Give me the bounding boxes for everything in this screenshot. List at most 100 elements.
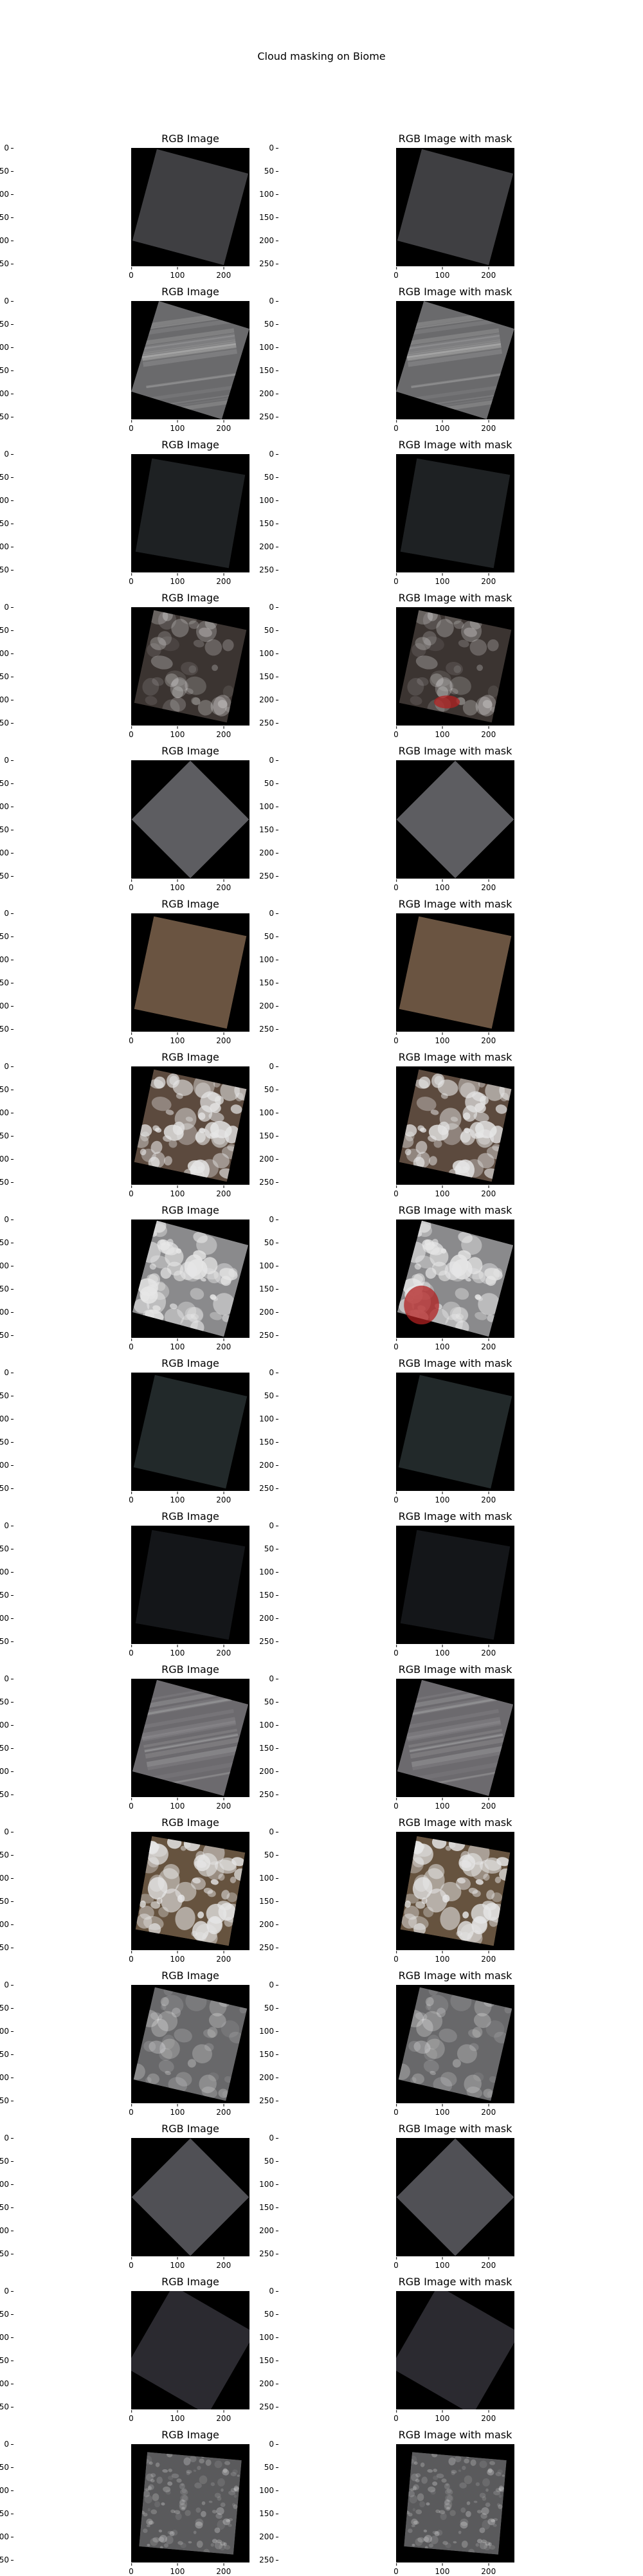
cloud-blob bbox=[423, 2536, 430, 2543]
masked-satellite-image bbox=[396, 913, 514, 1032]
y-tick-label: 100 bbox=[0, 1721, 14, 1729]
cloud-blob bbox=[441, 2478, 447, 2483]
cloud-blob bbox=[487, 2468, 493, 2473]
cloud-blob bbox=[197, 1105, 213, 1122]
y-tick-label: 150 bbox=[259, 1131, 278, 1140]
cloud-streak bbox=[138, 1695, 232, 1717]
x-tick-label: 0 bbox=[394, 1492, 399, 1504]
cloud-blob bbox=[430, 2490, 436, 2495]
x-tick-label: 0 bbox=[129, 1338, 134, 1351]
cloud-blob bbox=[159, 2535, 168, 2543]
scene-footprint bbox=[396, 760, 514, 879]
scene-footprint bbox=[396, 2138, 514, 2256]
x-tick-label: 200 bbox=[216, 2104, 231, 2117]
cloud-blob bbox=[203, 1888, 213, 1894]
cloud-blob bbox=[455, 1877, 471, 1890]
masked-satellite-image bbox=[396, 1526, 514, 1644]
x-tick-label: 200 bbox=[216, 1798, 231, 1811]
y-tick-label: 0 bbox=[269, 603, 278, 612]
cloud-blob bbox=[160, 2004, 167, 2011]
cloud-blob bbox=[188, 2541, 192, 2544]
x-tick-label: 0 bbox=[394, 1798, 399, 1811]
masked-satellite-image bbox=[396, 1066, 514, 1185]
cloud-blob bbox=[161, 1995, 184, 2014]
cloud-blob bbox=[175, 1906, 195, 1930]
x-tick-label: 100 bbox=[170, 1185, 185, 1198]
cloud-blob bbox=[423, 2529, 428, 2533]
cloud-mask-overlay bbox=[433, 695, 460, 709]
y-tick-label: 100 bbox=[259, 955, 278, 964]
y-tick-label: 0 bbox=[269, 1827, 278, 1836]
cloud-blob bbox=[425, 2004, 431, 2011]
y-tick-label: 50 bbox=[264, 166, 279, 176]
cloud-blob bbox=[466, 2087, 482, 2098]
y-tick-label: 0 bbox=[269, 1368, 278, 1377]
cloud-blob bbox=[222, 685, 234, 698]
cloud-blob bbox=[210, 1879, 219, 1885]
cloud-blob bbox=[412, 2486, 417, 2490]
y-tick-label: 100 bbox=[259, 2179, 278, 2189]
cloud-blob bbox=[147, 2486, 152, 2490]
cloud-blob bbox=[216, 2507, 224, 2516]
cloud-blob bbox=[199, 627, 212, 637]
y-tick-label: 50 bbox=[264, 2003, 279, 2013]
cloud-blob bbox=[464, 2475, 473, 2485]
scene-footprint bbox=[404, 2452, 507, 2555]
cloud-blob bbox=[460, 1082, 476, 1099]
image-frame bbox=[396, 1373, 514, 1491]
cloud-blob bbox=[157, 2011, 178, 2032]
cloud-streak bbox=[407, 345, 502, 361]
cloud-streak bbox=[149, 392, 243, 408]
cloud-streak bbox=[146, 372, 240, 388]
cloud-streak bbox=[141, 1720, 236, 1740]
cloud-blob bbox=[464, 2458, 469, 2463]
y-tick-label: 250 bbox=[0, 1025, 14, 1033]
cloud-streak bbox=[141, 339, 236, 356]
cloud-blob bbox=[485, 2502, 491, 2507]
y-tick-label: 0 bbox=[269, 1980, 278, 1989]
cloud-blob bbox=[181, 2488, 187, 2494]
panel-title: RGB Image with mask bbox=[398, 2276, 512, 2288]
cloud-blob bbox=[440, 2512, 447, 2521]
cloud-blob bbox=[179, 2503, 186, 2511]
masked-satellite-image bbox=[396, 2291, 514, 2409]
image-frame bbox=[131, 2291, 249, 2409]
cloud-blob bbox=[417, 677, 429, 686]
panel-title: RGB Image with mask bbox=[398, 592, 512, 604]
cloud-blob bbox=[431, 1261, 449, 1276]
cloud-blob bbox=[151, 1097, 172, 1111]
cloud-blob bbox=[171, 2007, 181, 2018]
cloud-blob bbox=[203, 2029, 216, 2038]
y-tick-label: 50 bbox=[0, 1697, 14, 1706]
cloud-blob bbox=[183, 1841, 191, 1849]
cloud-blob bbox=[150, 637, 167, 650]
cloud-blob bbox=[430, 1110, 439, 1115]
cloud-blob bbox=[457, 1921, 474, 1941]
cloud-blob bbox=[170, 677, 188, 698]
cloud-blob bbox=[404, 1900, 411, 1908]
cloud-blob bbox=[491, 1892, 503, 1903]
cloud-blob bbox=[146, 2525, 150, 2528]
cloud-blob bbox=[200, 1277, 206, 1282]
cloud-blob bbox=[398, 2063, 410, 2080]
cloud-blob bbox=[430, 673, 444, 688]
y-tick-label: 250 bbox=[259, 259, 278, 268]
x-tick-label: 200 bbox=[216, 1645, 231, 1658]
cloud-blob bbox=[134, 1299, 150, 1313]
masked-satellite-image bbox=[396, 607, 514, 726]
cloud-blob bbox=[424, 636, 444, 652]
y-tick-label: 100 bbox=[0, 497, 14, 504]
cloud-blob bbox=[177, 2541, 183, 2545]
cloud-blob bbox=[147, 1292, 167, 1314]
x-tick-label: 200 bbox=[481, 1185, 496, 1198]
cloud-blob bbox=[469, 2043, 479, 2051]
cloud-blob bbox=[222, 639, 234, 652]
cloud-blob bbox=[205, 2459, 212, 2466]
cloud-blob bbox=[217, 2478, 225, 2487]
cloud-blob bbox=[449, 676, 471, 695]
cloud-streak bbox=[401, 1688, 496, 1710]
cloud-streak bbox=[406, 341, 502, 359]
cloud-blob bbox=[193, 639, 204, 648]
cloud-blob bbox=[414, 1079, 429, 1089]
cloud-blob bbox=[179, 2489, 188, 2496]
